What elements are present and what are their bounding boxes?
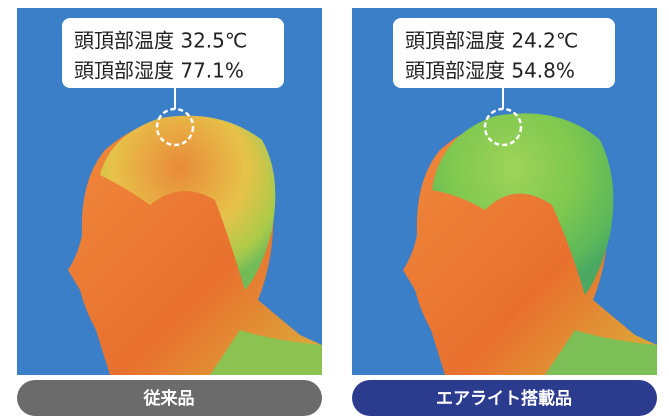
collar [210,330,322,375]
panel: 頭頂部温度 24.2℃ 頭頂部湿度 54.8% エアライト搭載品 [352,8,657,416]
caption: エアライト搭載品 [436,388,572,409]
label-line: 頭頂部湿度 54.8% [405,59,575,83]
panel: 頭頂部温度 32.5℃ 頭頂部湿度 77.1% 従来品 [17,8,322,416]
spot [483,107,523,147]
collar [545,330,657,375]
label-box [393,18,615,88]
caption-pill [352,380,657,416]
label-line: 頭頂部温度 24.2℃ [405,29,578,53]
hair [432,113,614,295]
caption-pill [17,380,322,416]
caption: 従来品 [143,388,195,409]
spot [155,107,195,147]
label-line: 頭頂部温度 32.5℃ [74,29,247,53]
label-line: 頭頂部湿度 77.1% [74,59,244,83]
label-box [62,18,284,88]
hair [100,115,276,290]
